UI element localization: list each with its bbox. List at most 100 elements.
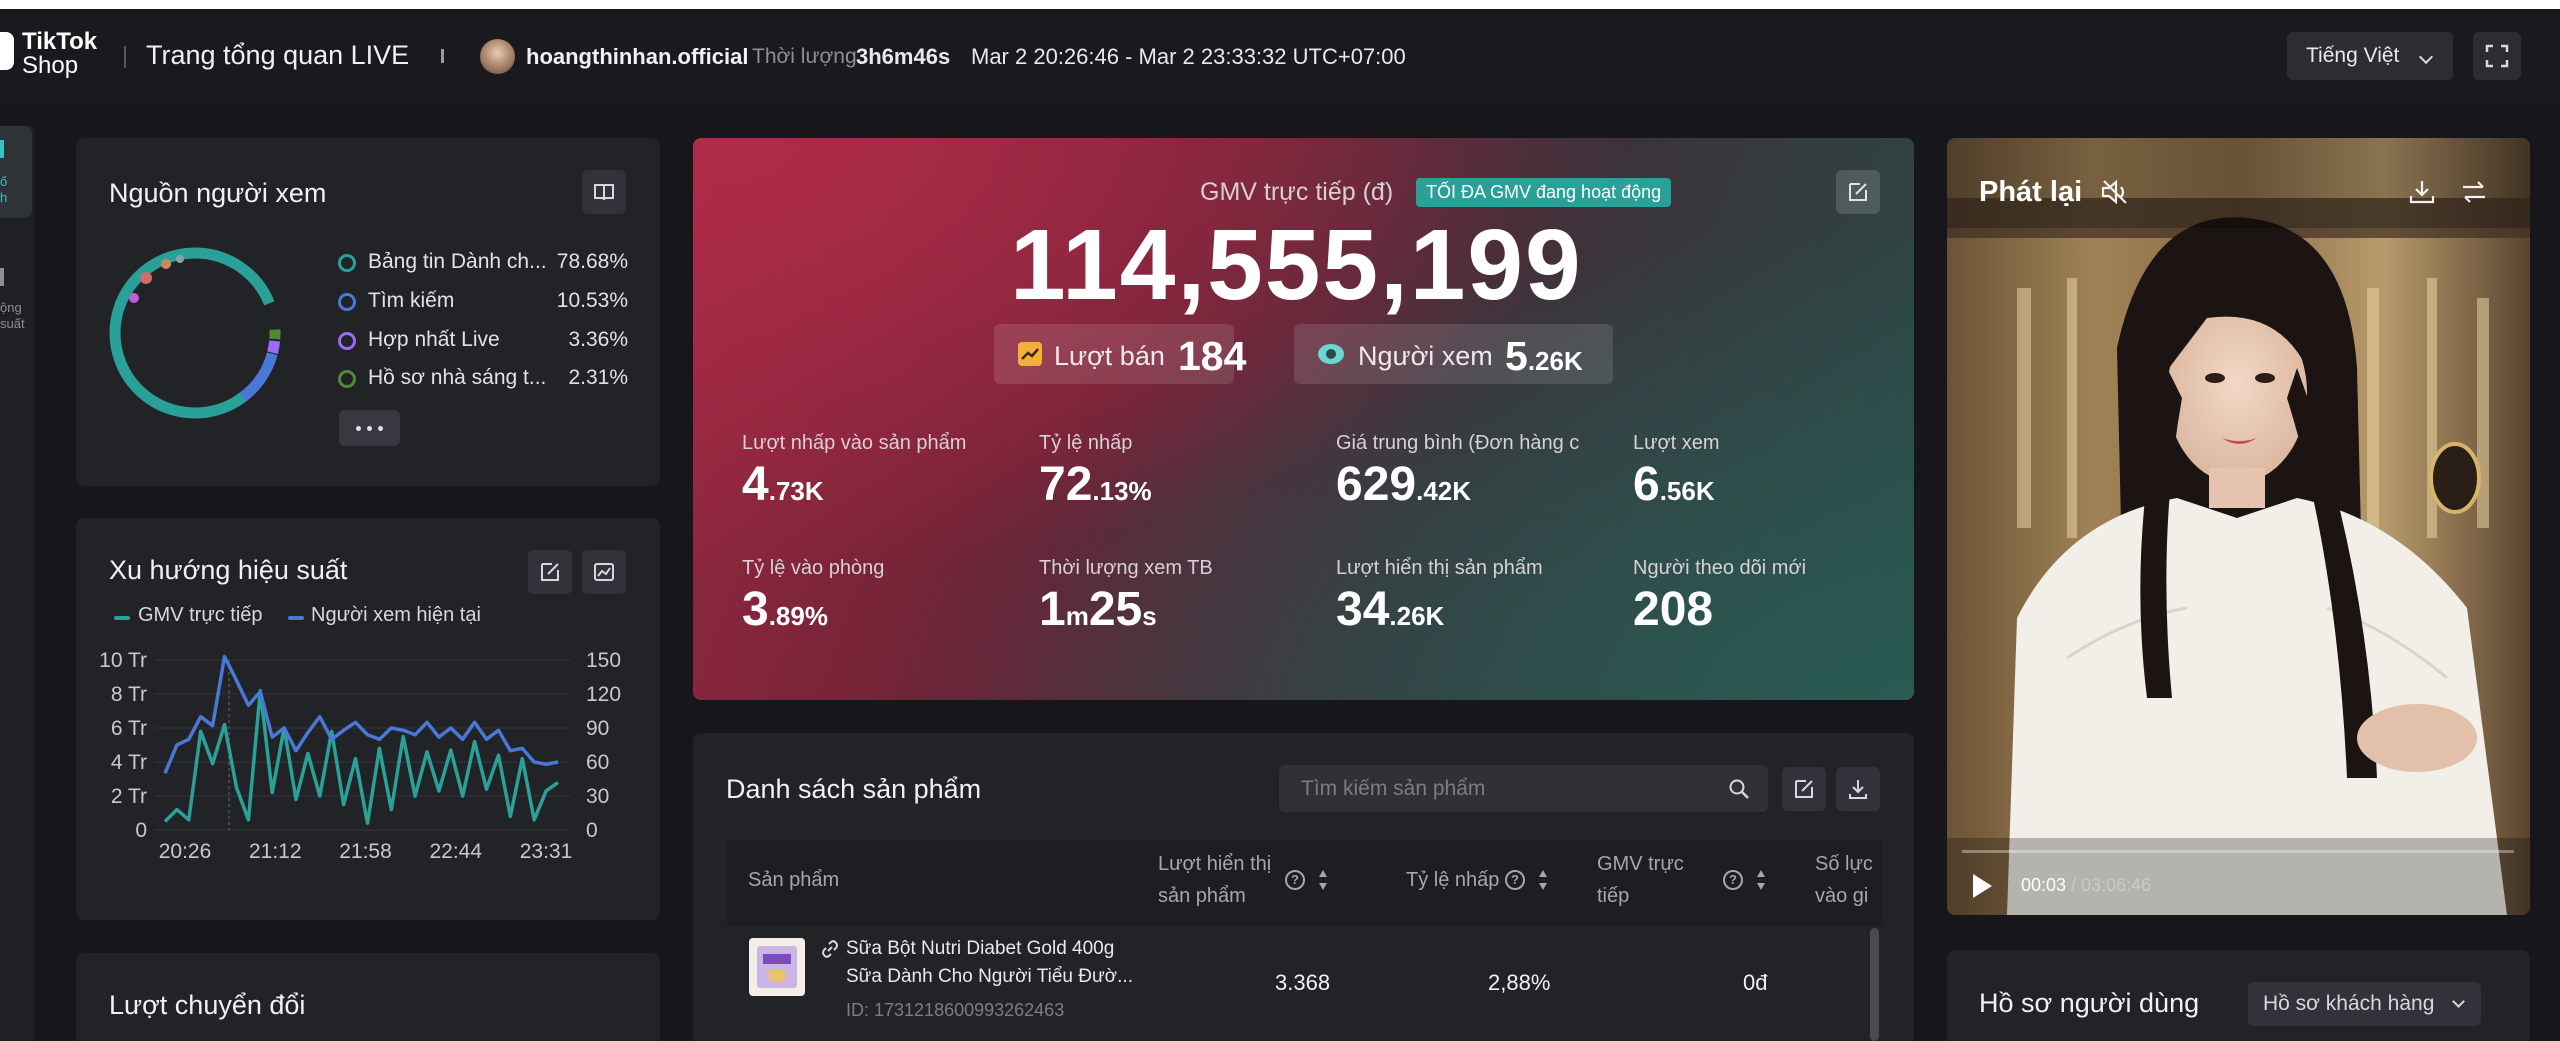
- more-button[interactable]: [339, 410, 400, 446]
- col-label: tiếp: [1597, 885, 1630, 907]
- legend-label: Hồ sơ nhà sáng t...: [368, 366, 547, 389]
- y-right-tick-label: 120: [586, 683, 621, 706]
- col-label: sản phẩm: [1158, 885, 1246, 907]
- y-right-tick-label: 0: [586, 819, 598, 842]
- edit-icon: [541, 563, 559, 581]
- help-icon[interactable]: ?: [1505, 870, 1525, 890]
- help-icon[interactable]: ?: [1723, 870, 1743, 890]
- gmv-max-badge: TỐI ĐA GMV đang hoạt động: [1416, 178, 1672, 207]
- help-icon[interactable]: ?: [1285, 870, 1305, 890]
- chevron-down-icon: [2452, 995, 2465, 1008]
- guide-button[interactable]: [582, 170, 626, 214]
- language-dropdown[interactable]: Tiếng Việt: [2287, 32, 2453, 80]
- avatar[interactable]: [480, 39, 515, 74]
- video-time: 00:03 / 03:06:46: [2021, 875, 2151, 896]
- x-tick-label: 21:12: [249, 840, 302, 863]
- sales-label: Lượt bán: [1054, 341, 1165, 371]
- nav-icon: [0, 268, 4, 286]
- playback-video[interactable]: [1947, 138, 2530, 915]
- col-ctr[interactable]: Tỷ lệ nhấp: [1406, 869, 1500, 891]
- col-cart-entries[interactable]: Số lực vào gi: [1815, 848, 1875, 912]
- metric-main: 34: [1336, 583, 1390, 636]
- col-impressions[interactable]: Lượt hiển thị sản phẩm: [1158, 848, 1271, 912]
- viewers-value-suffix: .26K: [1527, 346, 1583, 376]
- sales-pill: Lượt bán 184: [994, 324, 1246, 384]
- x-tick-label: 22:44: [429, 840, 482, 863]
- switch-icon[interactable]: [2460, 178, 2488, 206]
- trend-view-button[interactable]: [582, 550, 626, 594]
- nav-active-marker: [0, 140, 4, 158]
- col-gmv[interactable]: GMV trực tiếp: [1597, 848, 1684, 912]
- metric-label: Tỷ lệ nhấp: [1039, 432, 1133, 454]
- video-progress-track[interactable]: [1962, 850, 2514, 853]
- legend-dot: [338, 293, 356, 311]
- metric-ctr: Tỷ lệ nhấp 72.13%: [1039, 430, 1319, 520]
- sort-icon[interactable]: [1318, 869, 1328, 891]
- gmv-card: [693, 138, 1914, 700]
- trend-chart: 10 Tr 150 8 Tr 120 6 Tr 90 4 Tr 60 2 Tr 30 0 0 20:26…: [100, 649, 621, 863]
- playback-title: Phát lại: [1979, 176, 2083, 208]
- y-left-tick-label: 0: [135, 819, 147, 842]
- edit-button[interactable]: [1836, 170, 1880, 214]
- metric-main: 6: [1633, 458, 1660, 511]
- table-scrollbar[interactable]: [1870, 928, 1879, 1041]
- legend-item: Bảng tin Dành ch... 78.68%: [338, 248, 628, 278]
- download-button[interactable]: [1836, 767, 1880, 811]
- customer-profile-dropdown[interactable]: Hồ sơ khách hàng: [2248, 982, 2481, 1026]
- metric-avg-price: Giá trung bình (Đơn hàng c 629.42K: [1336, 430, 1616, 520]
- product-label-seal: [769, 970, 785, 982]
- search-icon[interactable]: [1728, 778, 1750, 800]
- time-range: Mar 2 20:26:46 - Mar 2 23:33:32 UTC+07:0…: [971, 44, 1406, 69]
- edit-button[interactable]: [1782, 767, 1826, 811]
- metric-product-clicks: Lượt nhấp vào sản phẩm 4.73K: [742, 430, 1022, 520]
- metric-label: Thời lượng xem TB: [1039, 557, 1213, 579]
- y-left-tick-label: 10 Tr: [100, 649, 147, 672]
- edit-button[interactable]: [528, 550, 572, 594]
- tiktok-note-icon: [0, 32, 14, 70]
- metric-entry-rate: Tỷ lệ vào phòng 3.89%: [742, 555, 1022, 645]
- sort-icon[interactable]: [1538, 869, 1548, 891]
- metric-label: Tỷ lệ vào phòng: [742, 557, 885, 579]
- nav-item-overview[interactable]: ố h: [0, 126, 32, 218]
- metric-main: 3: [742, 583, 769, 636]
- x-tick-label: 21:58: [339, 840, 392, 863]
- product-ctr: 2,88%: [1488, 970, 1551, 995]
- product-search-input[interactable]: Tìm kiếm sản phẩm: [1279, 765, 1768, 812]
- username[interactable]: hoangthinhan.official: [526, 44, 749, 69]
- metric-product-impressions: Lượt hiển thị sản phẩm 34.26K: [1336, 555, 1616, 645]
- left-nav: [0, 126, 34, 1041]
- tiktok-shop-logo[interactable]: TikTok Shop: [0, 26, 110, 78]
- series-line: [163, 654, 559, 774]
- metric-unit: s: [1142, 601, 1157, 631]
- divider: [124, 46, 126, 68]
- fullscreen-button[interactable]: [2473, 32, 2521, 80]
- eye-icon: [1318, 344, 1344, 364]
- legend-value: 2.31%: [568, 366, 628, 389]
- download-icon[interactable]: [2408, 178, 2436, 206]
- more-dot-icon: [356, 426, 361, 431]
- metric-label: Lượt nhấp vào sản phẩm: [742, 432, 967, 454]
- sort-icon[interactable]: [1756, 869, 1766, 891]
- col-label: vào gi: [1815, 885, 1869, 907]
- duration-label: Thời lượng: [752, 45, 857, 68]
- product-name[interactable]: Sữa Dành Cho Người Tiểu Đườ...: [846, 966, 1133, 987]
- col-product: Sản phẩm: [748, 869, 840, 891]
- nav-item-performance[interactable]: ộng suất: [0, 262, 32, 342]
- link-icon[interactable]: [820, 939, 840, 959]
- edit-icon: [1795, 780, 1813, 798]
- chevron-down-icon: [2418, 49, 2434, 65]
- play-icon[interactable]: [1970, 872, 1994, 900]
- product-name[interactable]: Sữa Bột Nutri Diabet Gold 400g: [846, 938, 1115, 959]
- metric-main: 4: [742, 458, 769, 511]
- metric-value: 72.13%: [1039, 456, 1319, 520]
- legend-label: Hợp nhất Live: [368, 328, 500, 351]
- donut-dot: [140, 272, 152, 284]
- metric-main: 208: [1633, 583, 1714, 636]
- nav-item-label: ộng: [0, 300, 22, 315]
- trend-legend: GMV trực tiếp Người xem hiện tại: [114, 604, 514, 630]
- legend-dot: [338, 254, 356, 272]
- product-list-title: Danh sách sản phẩm: [726, 774, 982, 804]
- nav-item-label: suất: [0, 316, 25, 331]
- video-time-current: 00:03: [2021, 875, 2067, 895]
- mute-icon[interactable]: [2100, 178, 2130, 206]
